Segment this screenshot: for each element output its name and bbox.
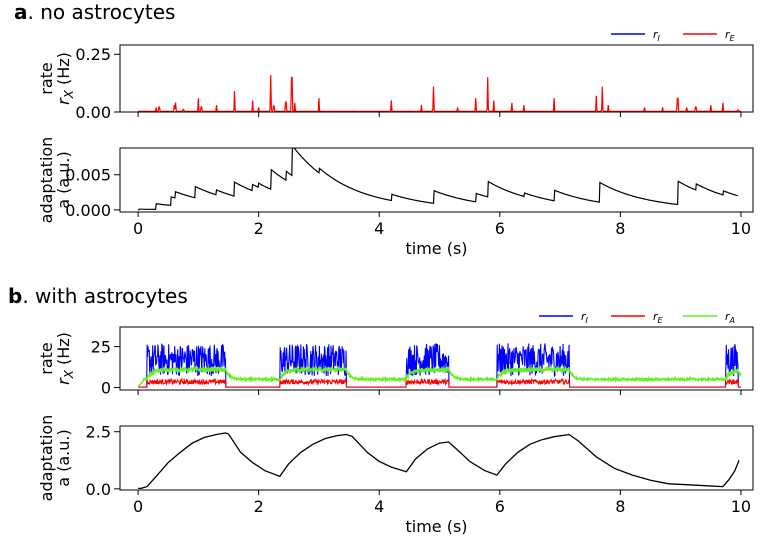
panel-a-title: a. no astrocytes: [14, 0, 175, 24]
panel-a-title-text: . no astrocytes: [27, 0, 176, 24]
series-line-adaptation: [138, 148, 739, 211]
y-tick-label: 0: [101, 379, 111, 398]
y-axis-label-line2: rX (Hz): [54, 52, 76, 105]
legend-label-r_I: rI: [581, 310, 589, 325]
axes-frame: [119, 326, 754, 391]
x-tick-label: 8: [615, 497, 625, 516]
x-axis-label: time (s): [405, 517, 467, 536]
x-tick-label: 2: [254, 219, 264, 238]
plot-area: [137, 343, 742, 388]
panel-b-title: b. with astrocytes: [8, 284, 188, 308]
y-axis-label-line1: adaptation: [37, 415, 56, 502]
legend-label-r_I: rI: [653, 28, 661, 43]
y-axis-label-line2: rX (Hz): [54, 332, 76, 385]
plot-area: [138, 432, 740, 490]
y-tick-label: 0.005: [65, 166, 111, 185]
x-tick-label: 8: [615, 219, 625, 238]
y-tick-label: 2.5: [86, 423, 111, 442]
y-tick-label: 0.00: [75, 103, 111, 122]
legend-label-r_E: rE: [653, 310, 664, 325]
series-line-r_E: [138, 74, 741, 112]
y-axis-label-line2: a (a.u.): [54, 151, 73, 209]
plot-area: [138, 74, 741, 112]
x-tick-label: 0: [133, 219, 143, 238]
series-line-r_A: [137, 364, 742, 388]
panel-b-title-text: . with astrocytes: [22, 284, 188, 308]
series-line-adaptation: [138, 432, 740, 490]
x-tick-label: 2: [254, 497, 264, 516]
y-tick-label: 0.25: [75, 45, 111, 64]
x-tick-label: 0: [133, 497, 143, 516]
y-axis-label-line2: a (a.u.): [54, 429, 73, 487]
axes-frame: [119, 147, 754, 213]
panel-a-letter: a: [14, 0, 28, 24]
y-tick-label: 0.0: [86, 480, 111, 499]
x-tick-label: 6: [495, 219, 505, 238]
y-tick-label: 0.000: [65, 201, 111, 220]
x-axis-label: time (s): [405, 239, 467, 258]
x-tick-label: 10: [731, 497, 751, 516]
x-tick-label: 4: [374, 219, 384, 238]
legend-label-r_E: rE: [725, 28, 736, 43]
axes-frame: [119, 44, 754, 113]
y-tick-label: 25: [91, 338, 111, 357]
y-axis-label-line1: rate: [37, 62, 56, 95]
y-axis-label-line1: rate: [37, 342, 56, 375]
legend-label-r_A: rA: [725, 310, 735, 325]
x-tick-label: 4: [374, 497, 384, 516]
axes-frame: [119, 425, 754, 491]
x-tick-label: 10: [731, 219, 751, 238]
y-axis-label-line1: adaptation: [37, 137, 56, 224]
x-tick-label: 6: [495, 497, 505, 516]
series-line-r_E: [138, 377, 741, 388]
panel-b-letter: b: [8, 284, 23, 308]
plot-area: [138, 148, 739, 211]
